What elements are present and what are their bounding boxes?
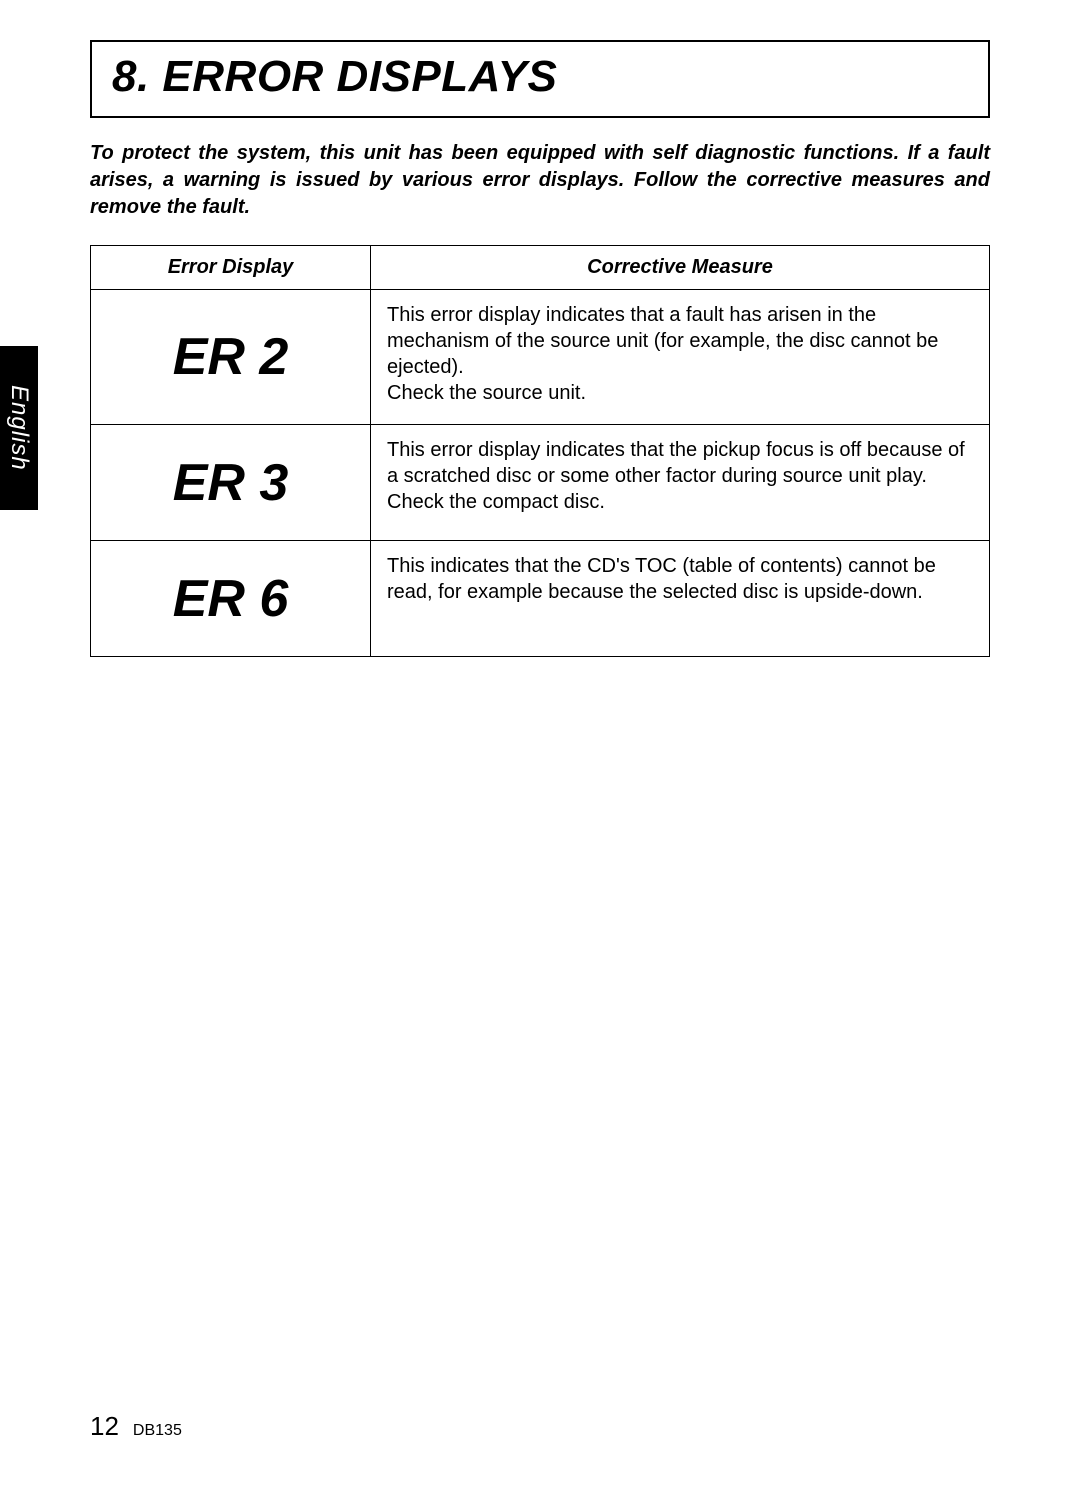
intro-paragraph: To protect the system, this unit has bee… (90, 140, 990, 221)
col-header-error-display: Error Display (91, 246, 371, 290)
table-row: ER 2 This error display indicates that a… (91, 290, 990, 425)
error-code: ER 3 (91, 425, 371, 541)
error-table: Error Display Corrective Measure ER 2 Th… (90, 245, 990, 657)
page-number: 12 (90, 1411, 119, 1442)
error-code: ER 6 (91, 541, 371, 657)
error-desc: This error display indicates that the pi… (371, 425, 990, 541)
table-row: ER 3 This error display indicates that t… (91, 425, 990, 541)
language-tab-label: English (5, 385, 33, 471)
page-footer: 12 DB135 (90, 1411, 182, 1442)
table-row: ER 6 This indicates that the CD's TOC (t… (91, 541, 990, 657)
section-title-box: 8. ERROR DISPLAYS (90, 40, 990, 118)
model-number: DB135 (133, 1422, 182, 1440)
language-tab: English (0, 346, 38, 510)
error-desc: This indicates that the CD's TOC (table … (371, 541, 990, 657)
table-header-row: Error Display Corrective Measure (91, 246, 990, 290)
col-header-corrective-measure: Corrective Measure (371, 246, 990, 290)
section-title: 8. ERROR DISPLAYS (112, 52, 968, 102)
manual-page: English 8. ERROR DISPLAYS To protect the… (0, 0, 1080, 1502)
error-desc: This error display indicates that a faul… (371, 290, 990, 425)
error-code: ER 2 (91, 290, 371, 425)
